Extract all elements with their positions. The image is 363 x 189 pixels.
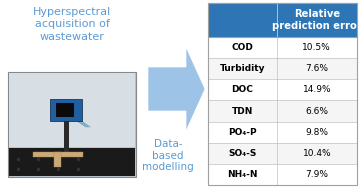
Bar: [56, 103, 74, 117]
Text: 7.9%: 7.9%: [305, 170, 328, 179]
Text: Relative
prediction error: Relative prediction error: [272, 9, 362, 31]
Text: 10.5%: 10.5%: [302, 43, 331, 52]
Bar: [208, 58, 357, 79]
Bar: [33, 152, 83, 157]
Text: NH₄-N: NH₄-N: [227, 170, 257, 179]
Bar: [208, 122, 357, 143]
Polygon shape: [148, 47, 205, 131]
Text: SO₄-S: SO₄-S: [228, 149, 256, 158]
Bar: [208, 37, 357, 58]
Bar: [208, 143, 357, 164]
Text: COD: COD: [231, 43, 253, 52]
Bar: [208, 79, 357, 100]
Text: PO₄-P: PO₄-P: [228, 128, 257, 137]
Text: Turbidity: Turbidity: [220, 64, 265, 73]
Text: TDN: TDN: [232, 106, 253, 115]
Text: DOC: DOC: [231, 85, 253, 94]
Bar: [64, 111, 69, 153]
Bar: [8, 72, 136, 177]
Text: Data-
based
modelling: Data- based modelling: [142, 139, 194, 172]
Bar: [54, 152, 61, 167]
Text: 7.6%: 7.6%: [305, 64, 328, 73]
Text: Hyperspectral
acquisition of
wastewater: Hyperspectral acquisition of wastewater: [33, 7, 111, 42]
Text: 6.6%: 6.6%: [305, 106, 328, 115]
Text: 14.9%: 14.9%: [302, 85, 331, 94]
Bar: [208, 100, 357, 122]
Bar: [9, 148, 135, 176]
Text: 10.4%: 10.4%: [302, 149, 331, 158]
Bar: [9, 73, 135, 147]
Bar: [50, 99, 82, 121]
Bar: [208, 164, 357, 185]
Text: 9.8%: 9.8%: [305, 128, 328, 137]
Bar: [208, 3, 357, 185]
Bar: [208, 3, 357, 37]
